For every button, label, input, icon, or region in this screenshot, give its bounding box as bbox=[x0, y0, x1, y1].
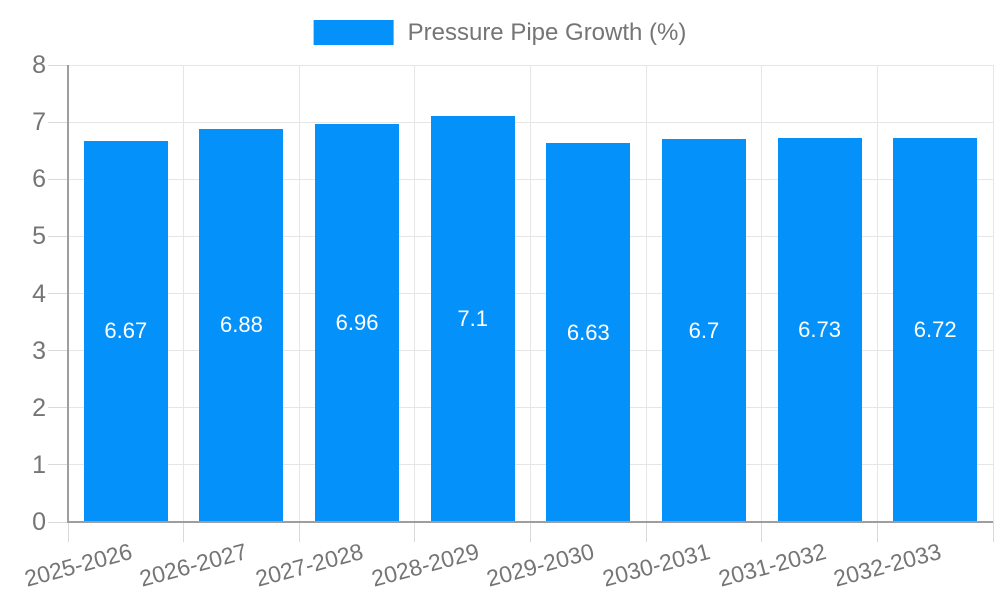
y-axis-tick bbox=[48, 521, 68, 523]
x-tick-label-text: 2027-2028 bbox=[252, 538, 366, 592]
y-tick-label: 7 bbox=[32, 108, 46, 137]
x-axis-tick bbox=[876, 522, 878, 542]
y-axis-tick bbox=[48, 64, 68, 66]
x-axis-tick bbox=[67, 522, 69, 542]
x-tick-label-text: 2028-2029 bbox=[368, 538, 482, 592]
x-axis-line bbox=[68, 521, 993, 523]
x-axis-tick bbox=[414, 522, 416, 542]
bar-value-label: 6.72 bbox=[913, 317, 957, 343]
y-axis-tick bbox=[48, 350, 68, 352]
y-tick-label: 1 bbox=[32, 450, 46, 479]
x-axis-tick bbox=[761, 522, 763, 542]
bar[interactable] bbox=[893, 138, 978, 522]
y-tick-label: 4 bbox=[32, 279, 46, 308]
x-tick-label-text: 2029-2030 bbox=[484, 538, 598, 592]
legend-swatch bbox=[313, 20, 394, 45]
bar[interactable] bbox=[546, 143, 631, 522]
gridline-vertical bbox=[876, 65, 878, 522]
y-axis-tick bbox=[48, 407, 68, 409]
y-axis-tick bbox=[48, 121, 68, 123]
bar[interactable] bbox=[199, 128, 284, 522]
gridline-vertical bbox=[645, 65, 647, 522]
x-axis-tick bbox=[645, 522, 647, 542]
x-axis-tick bbox=[183, 522, 185, 542]
y-tick-label: 5 bbox=[32, 222, 46, 251]
x-tick-label-text: 2025-2026 bbox=[21, 538, 135, 592]
gridline-vertical bbox=[298, 65, 300, 522]
gridline-vertical bbox=[530, 65, 531, 522]
legend-item[interactable]: Pressure Pipe Growth (%) bbox=[313, 19, 687, 46]
x-tick-label-text: 2031-2032 bbox=[715, 538, 829, 592]
bar-value-label: 7.1 bbox=[457, 306, 488, 332]
bar[interactable] bbox=[315, 124, 400, 522]
y-axis-tick bbox=[48, 464, 68, 466]
gridline-vertical bbox=[183, 65, 185, 522]
bar[interactable] bbox=[83, 140, 168, 522]
bar-value-label: 6.67 bbox=[104, 318, 148, 344]
x-tick-label-text: 2030-2031 bbox=[599, 538, 713, 592]
gridline-vertical bbox=[414, 65, 416, 522]
y-axis-line bbox=[67, 65, 69, 523]
y-axis-tick bbox=[48, 178, 68, 180]
bar[interactable] bbox=[430, 116, 515, 522]
y-tick-label: 8 bbox=[32, 51, 46, 79]
x-axis-tick bbox=[530, 522, 531, 542]
y-axis-tick bbox=[48, 293, 68, 294]
bar-value-label: 6.73 bbox=[798, 316, 841, 342]
bar-value-label: 6.63 bbox=[566, 319, 610, 345]
bar[interactable] bbox=[661, 139, 746, 522]
y-tick-label: 2 bbox=[32, 393, 46, 422]
legend-label: Pressure Pipe Growth (%) bbox=[407, 19, 687, 46]
bar-value-label: 6.7 bbox=[688, 317, 720, 343]
x-axis-tick bbox=[298, 522, 300, 542]
x-axis-tick bbox=[992, 522, 994, 542]
y-tick-label: 3 bbox=[32, 336, 46, 365]
gridline-vertical bbox=[761, 65, 763, 522]
x-tick-label-text: 2032-2033 bbox=[830, 538, 944, 592]
y-tick-label: 6 bbox=[32, 165, 46, 194]
x-tick-label-text: 2026-2027 bbox=[137, 538, 251, 592]
y-tick-label: 0 bbox=[32, 508, 46, 536]
bar[interactable] bbox=[777, 137, 862, 522]
bar-value-label: 6.88 bbox=[220, 312, 263, 338]
y-axis-tick bbox=[48, 235, 68, 237]
gridline-vertical bbox=[992, 65, 994, 522]
bar-value-label: 6.96 bbox=[335, 310, 379, 336]
